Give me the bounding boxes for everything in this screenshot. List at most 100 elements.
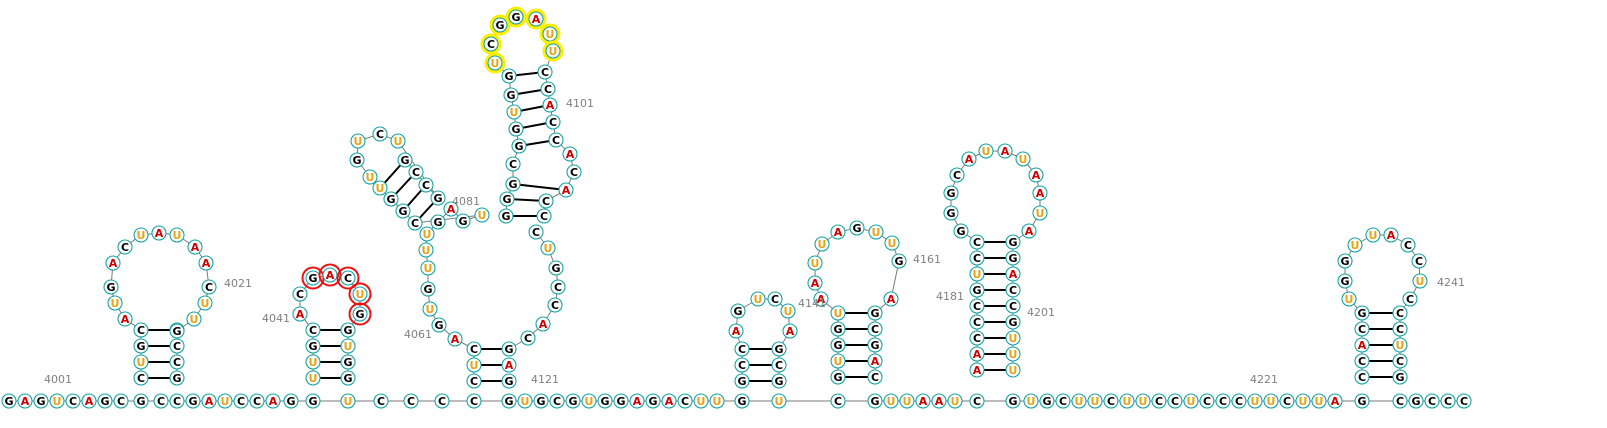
nucleotide-96: U [186, 311, 202, 327]
nucleotide-236: G [511, 138, 527, 154]
nucleotide-233: G [503, 87, 519, 103]
svg-text:U: U [521, 395, 530, 408]
nucleotide-185: U [1341, 291, 1357, 307]
svg-text:A: A [566, 148, 575, 161]
svg-text:U: U [834, 307, 843, 320]
nucleotide-190: A [1383, 227, 1399, 243]
nucleotide-196: U [466, 357, 482, 373]
svg-text:C: C [553, 395, 561, 408]
nucleotide-152: C [1005, 282, 1021, 298]
svg-text:U: U [903, 395, 912, 408]
svg-text:G: G [172, 325, 181, 338]
nucleotide-241: C [537, 64, 553, 80]
svg-text:U: U [1123, 395, 1132, 408]
svg-text:G: G [504, 395, 513, 408]
svg-text:C: C [542, 195, 550, 208]
svg-text:U: U [53, 395, 62, 408]
nucleotide-213: A [535, 316, 551, 332]
svg-text:A: A [965, 153, 974, 166]
svg-text:C: C [237, 395, 245, 408]
svg-text:C: C [973, 300, 981, 313]
nucleotide-237: C [505, 156, 521, 172]
nucleotide-206: U [418, 242, 434, 258]
nucleotide-51: G [1039, 393, 1055, 409]
svg-text:U: U [546, 28, 555, 41]
nucleotide-70: G [1354, 393, 1370, 409]
svg-text:C: C [738, 343, 746, 356]
nucleotide-94: C [201, 279, 217, 295]
nucleotide-28: C [549, 393, 565, 409]
nucleotide-106: A [292, 306, 308, 322]
svg-text:A: A [1009, 268, 1018, 281]
nucleotide-248: A [558, 182, 574, 198]
nucleotide-65: U [1263, 393, 1279, 409]
nucleotide-192: C [1411, 253, 1427, 269]
nucleotide-207: U [419, 226, 435, 242]
svg-text:A: A [633, 395, 642, 408]
svg-text:U: U [1091, 395, 1100, 408]
svg-text:U: U [1351, 239, 1360, 252]
svg-text:U: U [1027, 395, 1036, 408]
svg-text:C: C [532, 226, 540, 239]
svg-text:U: U [549, 45, 558, 58]
svg-text:G: G [894, 255, 903, 268]
svg-text:A: A [269, 395, 278, 408]
nucleotide-41: C [830, 393, 846, 409]
nucleotide-109: A [318, 263, 342, 287]
nucleotide-71: C [1392, 393, 1408, 409]
nucleotide-38: U [709, 393, 725, 409]
nucleotide-212: C [520, 330, 536, 346]
nucleotide-135: A [813, 291, 829, 307]
nucleotide-227: U [362, 169, 378, 185]
nucleotide-9: G [133, 393, 149, 409]
svg-text:A: A [786, 325, 795, 338]
svg-text:G: G [946, 187, 955, 200]
svg-text:U: U [137, 356, 146, 369]
nucleotide-151: G [969, 282, 985, 298]
nucleotide-99: G [340, 322, 356, 338]
svg-text:C: C [157, 395, 165, 408]
svg-text:A: A [919, 395, 928, 408]
nucleotide-30: U [581, 393, 597, 409]
nucleotide-199: A [501, 357, 517, 373]
svg-text:A: A [811, 277, 820, 290]
svg-text:G: G [495, 19, 504, 32]
svg-text:G: G [616, 395, 625, 408]
nucleotide-6: A [81, 393, 97, 409]
nucleotide-56: U [1119, 393, 1135, 409]
position-label-4041: 4041 [262, 312, 290, 325]
nucleotide-141: U [868, 224, 884, 240]
svg-text:G: G [433, 216, 442, 229]
svg-text:C: C [973, 332, 981, 345]
svg-text:U: U [1416, 275, 1425, 288]
nucleotide-10: C [153, 393, 169, 409]
nucleotide-89: U [133, 227, 149, 243]
svg-text:G: G [870, 339, 879, 352]
svg-text:G: G [737, 375, 746, 388]
nucleotide-186: G [1337, 273, 1353, 289]
svg-text:U: U [422, 244, 431, 257]
svg-text:A: A [973, 348, 982, 361]
svg-text:U: U [478, 209, 487, 222]
svg-text:C: C [1396, 323, 1404, 336]
svg-text:U: U [784, 305, 793, 318]
nucleotide-62: C [1215, 393, 1231, 409]
nucleotide-169: A [997, 143, 1013, 159]
nucleotide-228: G [349, 152, 365, 168]
svg-text:A: A [191, 241, 200, 254]
nucleotide-171: A [1028, 167, 1044, 183]
svg-text:A: A [1032, 169, 1041, 182]
nucleotide-78: G [133, 338, 149, 354]
nucleotide-128: C [867, 321, 883, 337]
svg-text:G: G [343, 372, 352, 385]
svg-text:G: G [511, 11, 520, 24]
svg-text:U: U [585, 395, 594, 408]
nucleotide-253: G [489, 14, 511, 36]
svg-text:U: U [470, 359, 479, 372]
svg-text:U: U [1369, 229, 1378, 242]
nucleotide-43: U [883, 393, 899, 409]
position-label-4181: 4181 [936, 290, 964, 303]
nucleotide-79: C [169, 338, 185, 354]
nucleotide-91: U [169, 227, 185, 243]
svg-text:C: C [411, 217, 419, 230]
